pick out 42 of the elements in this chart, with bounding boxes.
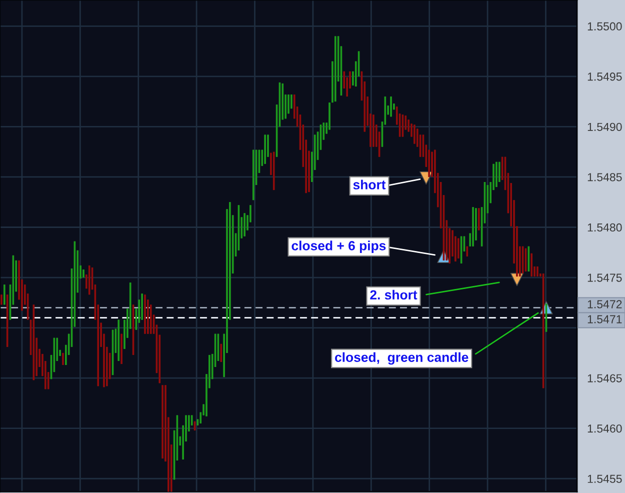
candlestick <box>120 333 122 365</box>
candlestick <box>0 294 2 306</box>
y-tick-label: 1.5480 <box>588 223 622 232</box>
candlestick <box>244 212 246 237</box>
candlestick <box>290 94 292 110</box>
candlestick <box>328 102 330 130</box>
annotation: 2. short <box>370 290 418 300</box>
y-tick-label: 1.5475 <box>588 274 622 282</box>
y-tick-label: 1.5460 <box>588 424 622 433</box>
annotation: short <box>353 180 386 190</box>
candlestick <box>220 343 222 363</box>
candlestick <box>144 294 146 335</box>
candlestick <box>457 238 460 260</box>
candlestick <box>536 266 538 278</box>
candlestick <box>428 149 430 178</box>
candlestick <box>141 292 143 320</box>
annotation: closed + 6 pips <box>292 240 386 253</box>
candlestick <box>62 352 64 366</box>
candlestick <box>478 207 480 231</box>
candlestick <box>530 252 533 278</box>
y-tick-label: 1.5490 <box>588 122 622 131</box>
y-tick-label: 1.5455 <box>588 474 622 483</box>
candlestick <box>3 284 6 306</box>
candlestick <box>264 134 266 165</box>
annotation: closed, green candle <box>335 352 468 365</box>
candlestick <box>288 94 290 114</box>
y-tick-label: 1.5485 <box>588 173 622 182</box>
candlestick <box>524 248 527 272</box>
ref-line-label: 1.5472 <box>588 300 622 308</box>
candlestick <box>390 96 392 118</box>
candlestick <box>496 161 498 188</box>
candlestick <box>472 206 474 248</box>
y-tick-label: 1.5465 <box>588 374 622 382</box>
ref-line-label: 1.5471 <box>588 315 622 324</box>
candlestick <box>402 114 404 138</box>
candlestick <box>414 124 416 144</box>
y-tick-label: 1.5495 <box>588 72 622 81</box>
candlestick <box>162 384 164 460</box>
candlestick <box>147 298 149 335</box>
y-tick-label: 1.5500 <box>588 22 622 30</box>
candlestick <box>82 268 84 278</box>
candlestick <box>372 114 374 148</box>
